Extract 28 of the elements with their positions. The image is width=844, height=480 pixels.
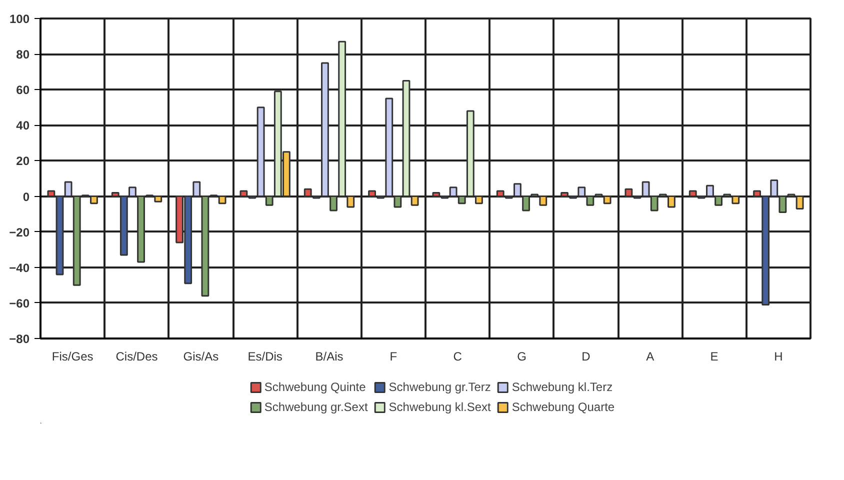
y-tick-label: 40 — [16, 118, 30, 133]
x-tick-label: Es/Dis — [248, 350, 282, 364]
x-tick-label: B/Ais — [315, 350, 344, 364]
x-tick-label: Cis/Des — [116, 350, 158, 364]
y-tick-label: 80 — [16, 48, 30, 62]
legend-label: Schwebung kl.Sext — [388, 400, 491, 414]
y-tick-label: 60 — [16, 83, 30, 98]
legend-label: Schwebung gr.Sext — [264, 400, 368, 414]
y-tick-label: −40 — [9, 260, 30, 275]
x-tick-label: Fis/Ges — [52, 350, 94, 364]
x-tick-label: C — [453, 350, 462, 364]
x-tick-label: E — [710, 350, 718, 364]
x-tick-label: G — [517, 350, 526, 364]
y-tick-label: 0 — [22, 190, 30, 204]
x-tick-label: Gis/As — [183, 350, 219, 364]
legend-label: Schwebung kl.Terz — [512, 380, 613, 394]
x-tick-label: A — [646, 350, 654, 364]
legend-label: Schwebung Quarte — [512, 400, 615, 414]
x-tick-label: F — [390, 350, 398, 364]
legend-label: Schwebung Quinte — [264, 380, 366, 394]
y-tick-label: −60 — [9, 296, 30, 310]
y-tick-label: 100 — [9, 12, 30, 26]
legend-label: Schwebung gr.Terz — [388, 380, 491, 394]
x-tick-label: D — [582, 350, 591, 364]
x-tick-label: H — [774, 350, 783, 364]
y-tick-label: −20 — [9, 225, 30, 240]
y-tick-label: −80 — [9, 332, 30, 346]
y-tick-label: 20 — [16, 154, 30, 168]
